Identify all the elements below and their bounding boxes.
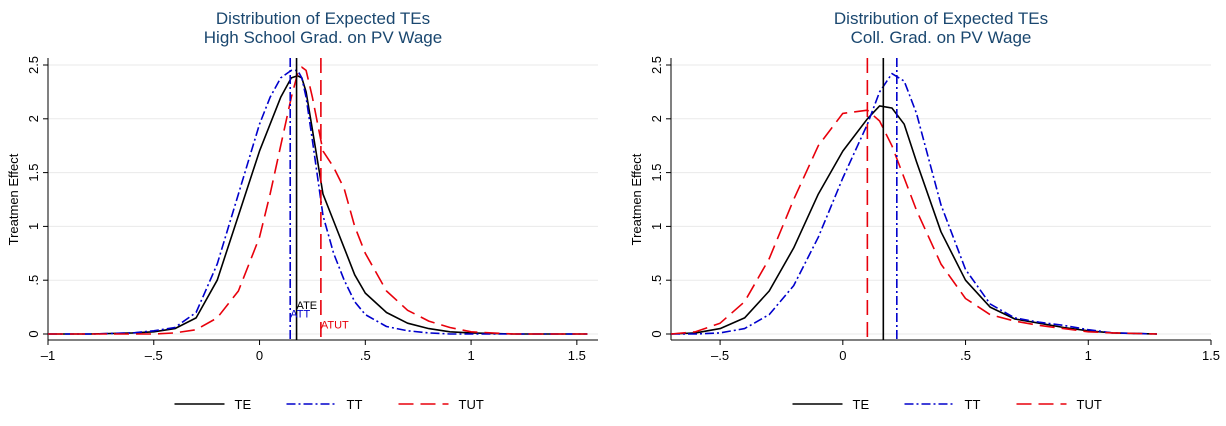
legend-label-tut: TUT — [1077, 397, 1102, 412]
x-tick-label: 0 — [839, 348, 846, 363]
chart-panel-college: Distribution of Expected TEs Coll. Grad. … — [613, 0, 1226, 421]
chart-title: Distribution of Expected TEs — [216, 9, 430, 28]
y-tick-label: 2.5 — [649, 56, 664, 74]
series-line-tt — [48, 69, 588, 335]
y-tick-label: 2 — [26, 115, 41, 122]
legend-label-te: TE — [235, 397, 252, 412]
legend-label-te: TE — [853, 397, 870, 412]
annotation-ate: ATE — [297, 300, 318, 312]
y-tick-label: 1.5 — [649, 164, 664, 182]
legend-label-tt: TT — [965, 397, 981, 412]
x-tick-label: 1 — [467, 348, 474, 363]
chart-subtitle: High School Grad. on PV Wage — [204, 28, 442, 47]
y-tick-label: 2.5 — [26, 56, 41, 74]
y-tick-label: 0 — [649, 330, 664, 337]
legend-label-tt: TT — [347, 397, 363, 412]
legend-label-tut: TUT — [459, 397, 484, 412]
y-tick-label: .5 — [649, 275, 664, 286]
series-line-tt — [671, 72, 1158, 335]
y-tick-label: .5 — [26, 275, 41, 286]
x-tick-label: –.5 — [711, 348, 729, 363]
x-tick-label: 1.5 — [568, 348, 586, 363]
chart-subtitle: Coll. Grad. on PV Wage — [851, 28, 1032, 47]
chart-panel-high-school: Distribution of Expected TEs High School … — [0, 0, 613, 421]
y-axis-title: Treatmen Effect — [629, 153, 644, 245]
series-line-te — [670, 105, 1158, 335]
chart-title: Distribution of Expected TEs — [834, 9, 1048, 28]
y-tick-label: 0 — [26, 330, 41, 337]
y-axis-title: Treatmen Effect — [6, 153, 21, 245]
y-tick-label: 2 — [649, 115, 664, 122]
x-tick-label: .5 — [960, 348, 971, 363]
x-tick-label: –.5 — [145, 348, 163, 363]
x-tick-label: –1 — [41, 348, 55, 363]
y-tick-label: 1 — [649, 223, 664, 230]
y-tick-label: 1.5 — [26, 164, 41, 182]
series-line-tut — [670, 109, 1158, 335]
x-tick-label: 0 — [256, 348, 263, 363]
y-tick-label: 1 — [26, 223, 41, 230]
annotation-att: ATT — [290, 309, 310, 321]
series-line-te — [48, 75, 588, 335]
x-tick-label: .5 — [360, 348, 371, 363]
x-tick-label: 1 — [1085, 348, 1092, 363]
x-tick-label: 1.5 — [1202, 348, 1220, 363]
series-line-tut — [48, 66, 588, 335]
annotation-atut: ATUT — [321, 319, 349, 331]
